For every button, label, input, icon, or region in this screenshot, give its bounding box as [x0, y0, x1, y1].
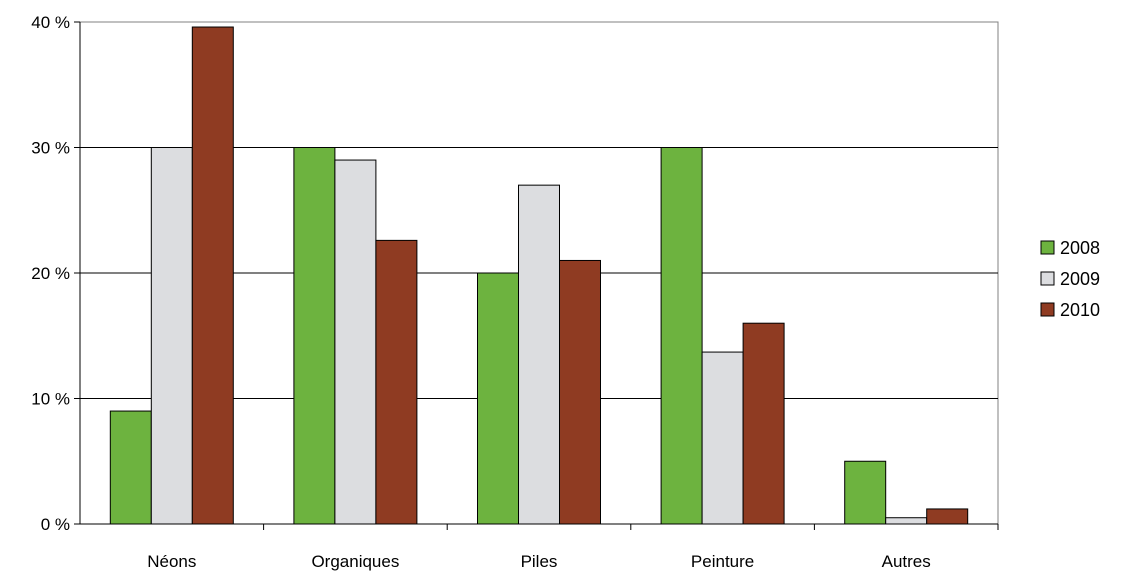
bar-2008-3: [660, 147, 703, 525]
bar-2008-4: [844, 460, 887, 525]
legend-swatch-2008: [1040, 240, 1055, 255]
bar-2008-1: [293, 147, 336, 525]
y-tick-label: 20 %: [31, 264, 70, 283]
bar-2010-0: [191, 26, 234, 525]
bar-2010-3: [742, 322, 785, 525]
x-tick-label: Peinture: [691, 552, 754, 571]
y-tick-label: 40 %: [31, 13, 70, 32]
legend-label-2008: 2008: [1060, 238, 1100, 258]
x-tick-label: Autres: [882, 552, 931, 571]
bar-2010-1: [375, 239, 418, 525]
bar-2009-2: [518, 184, 560, 525]
x-tick-label: Piles: [521, 552, 558, 571]
legend-swatch-2009: [1040, 271, 1055, 286]
x-tick-label: Néons: [147, 552, 196, 571]
y-tick-label: 0 %: [41, 515, 70, 534]
legend-label-2010: 2010: [1060, 300, 1100, 320]
bar-2009-4: [885, 517, 928, 525]
bar-2009-0: [150, 147, 193, 525]
bar-2008-2: [477, 272, 519, 525]
bar-2010-4: [926, 508, 969, 525]
bar-2010-2: [559, 259, 601, 525]
x-tick-label: Organiques: [311, 552, 399, 571]
legend: 2008 2009 2010: [1040, 238, 1100, 320]
y-tick-label: 30 %: [31, 139, 70, 158]
legend-swatch-2010: [1040, 302, 1055, 317]
legend-label-2009: 2009: [1060, 269, 1100, 289]
y-tick-label: 10 %: [31, 390, 70, 409]
bar-2009-3: [701, 351, 744, 525]
axes: 0 % 10 % 20 % 30 % 40 % Néons Organiques Piles P…: [31, 13, 999, 571]
bars: [109, 26, 969, 525]
bar-2008-0: [109, 410, 152, 525]
bar-2009-1: [334, 159, 377, 525]
